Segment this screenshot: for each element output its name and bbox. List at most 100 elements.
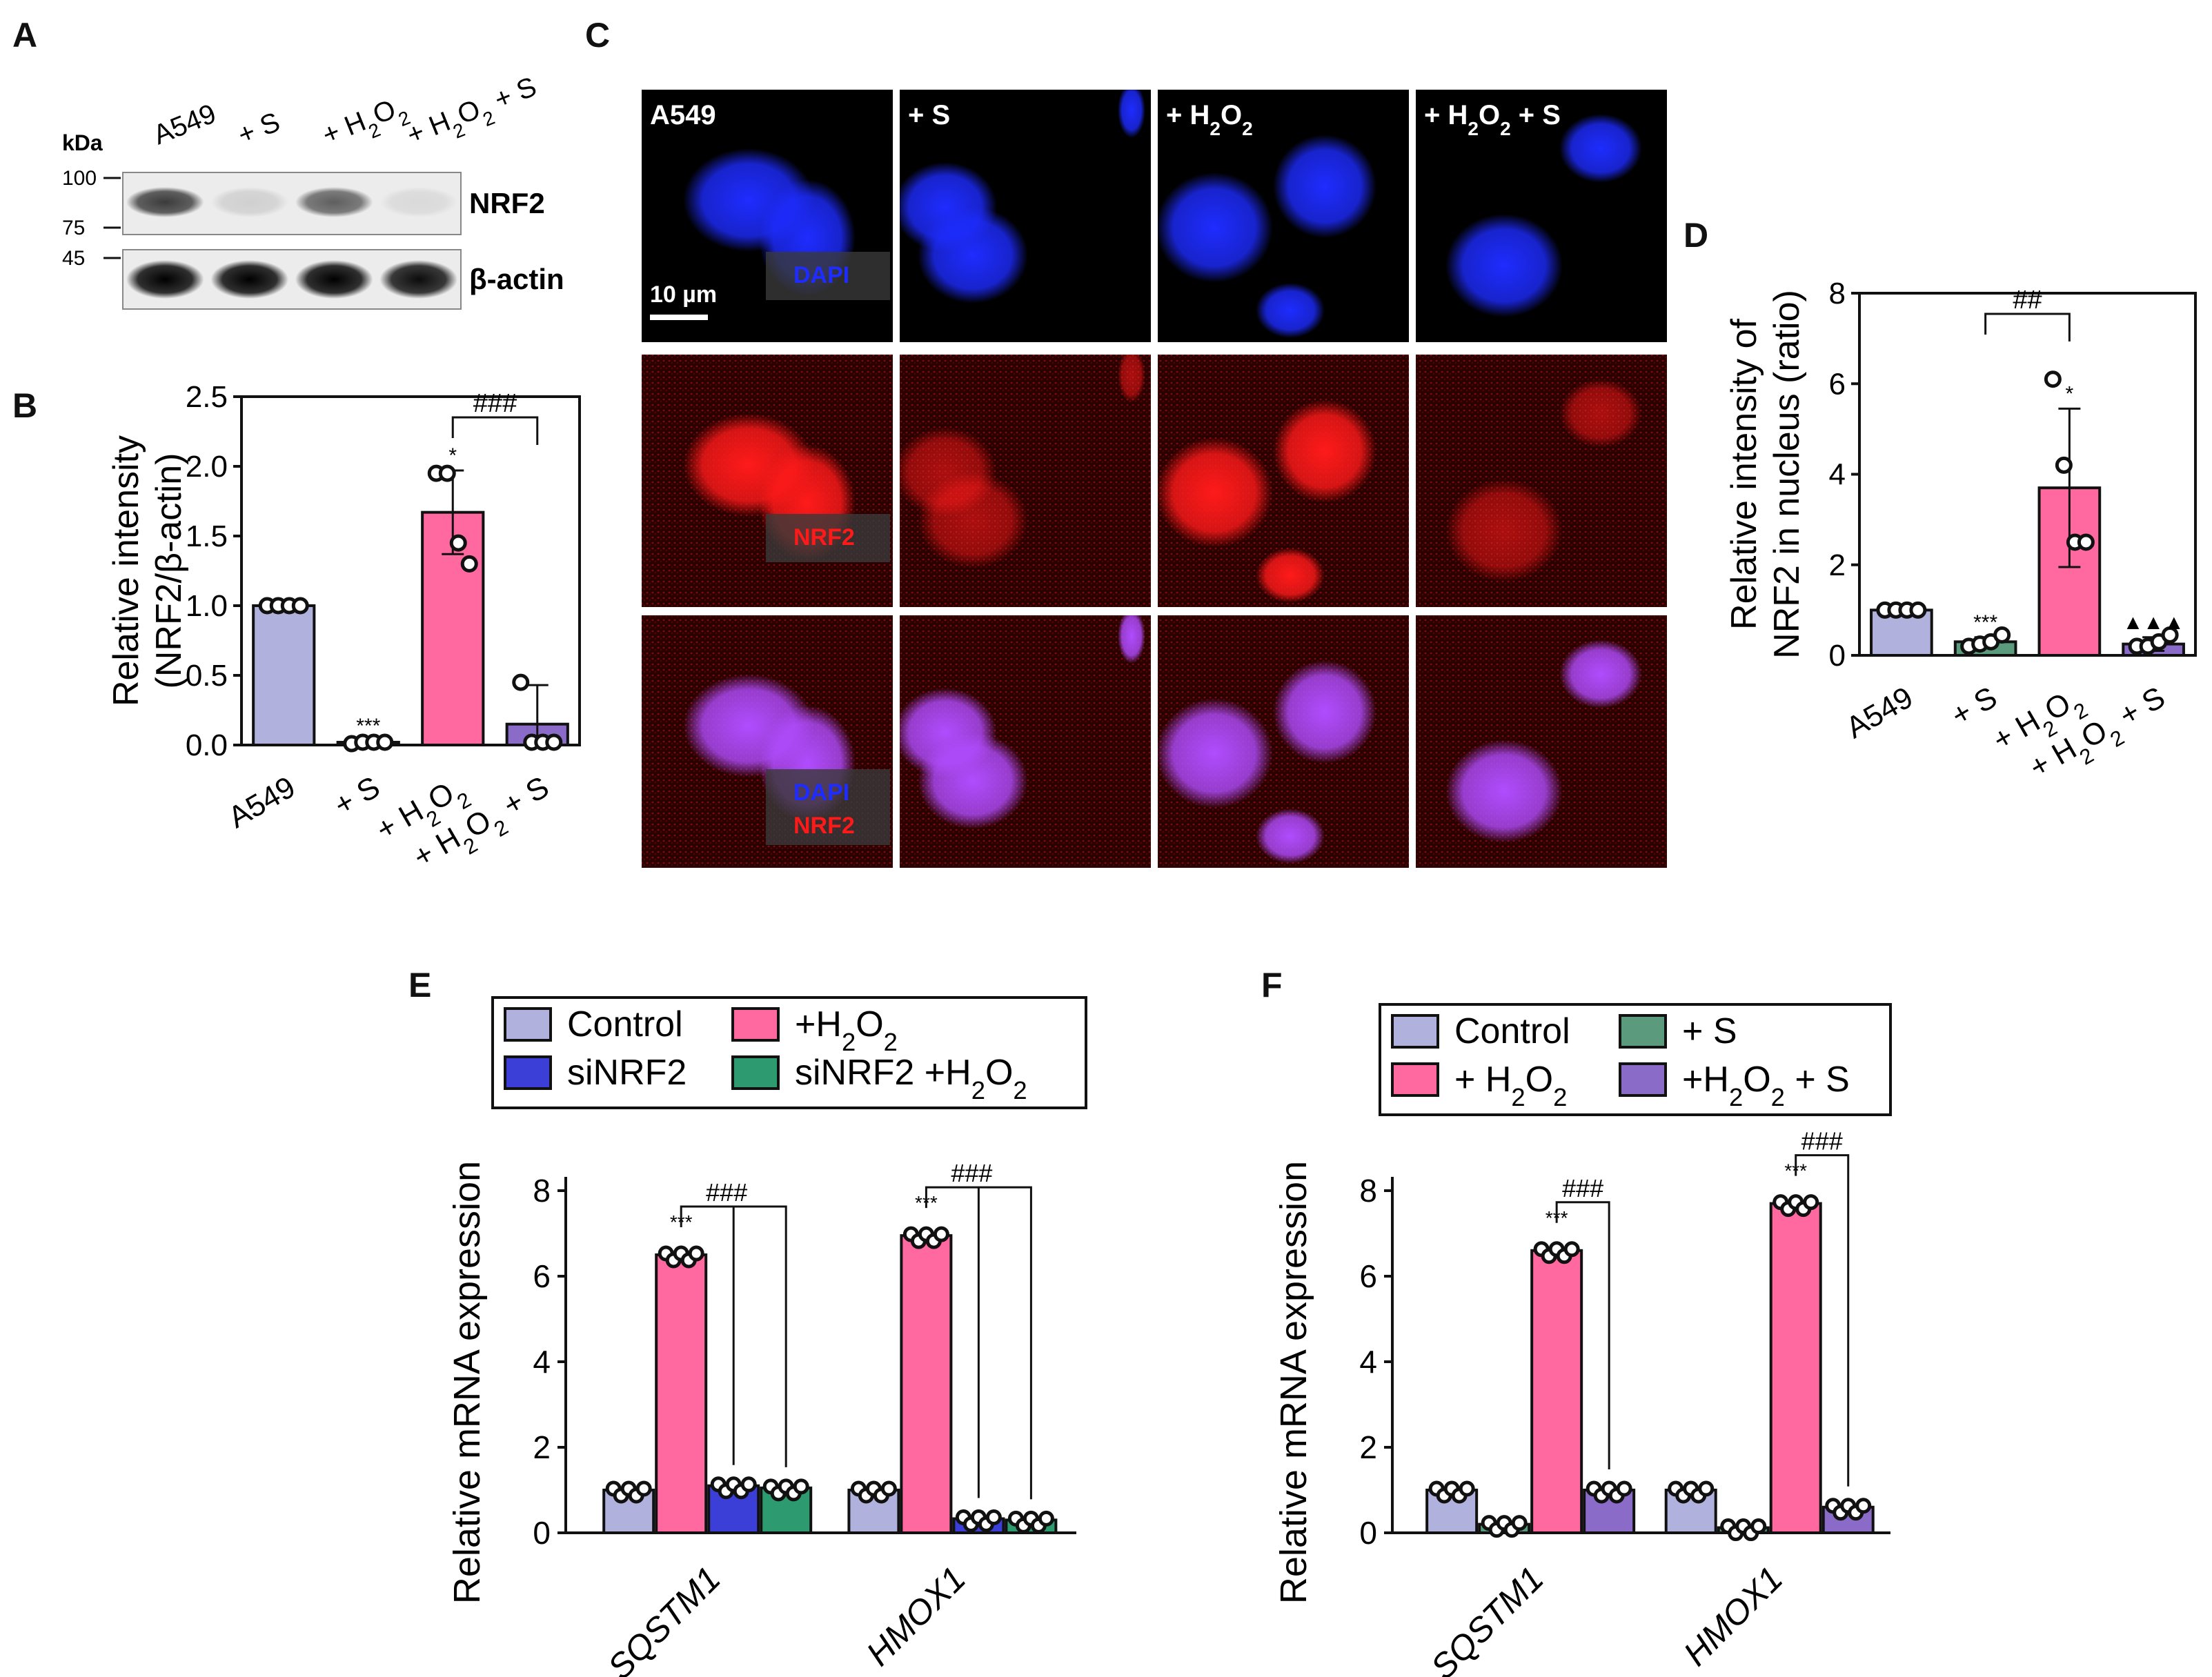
data-point [1855,1498,1872,1514]
x-tick-label: HMOX1 [859,1559,973,1673]
micrograph-cell [900,355,1151,607]
legend-swatch [1619,1014,1667,1049]
blot-band [379,260,458,299]
bar-h2o2-sqstm1 [655,1253,708,1534]
data-point [460,555,478,573]
legend-swatch [504,1007,552,1042]
text-part: 2 [842,1028,856,1056]
data-point [1909,601,1927,619]
text-part: + S [908,100,950,130]
text-part: 2 [884,1028,898,1056]
text-part: H [945,1053,971,1093]
significance-mark: *** [356,715,380,737]
immunofluorescence-panel: A549 + S + H2O2 + H2O2 + S10 µmDAPINRF2DAPI… [642,90,1667,868]
data-point [1459,1480,1475,1497]
micrograph-cell [900,90,1151,342]
text-part: + [795,1004,816,1044]
marker-label: 75 [62,217,85,239]
text-part: + [1682,1060,1703,1100]
scale-bar [650,315,708,320]
text-part: 2 [971,1076,985,1104]
text-part: H [816,1004,842,1044]
data-point [291,597,309,615]
y-tick-label: 0.5 [186,659,228,693]
text-part: A549 [223,770,301,835]
blot-band [126,187,204,217]
significance-mark: ▲▲▲ [2123,611,2184,634]
text-part: 2 [1511,1083,1525,1111]
data-point [1803,1194,1819,1211]
y-tick-label: 6 [1359,1258,1377,1294]
micrograph-cell [1416,615,1667,868]
y-tick-label: 8 [533,1173,551,1209]
legend-swatch [1391,1062,1439,1097]
y-axis-label: Relative mRNA expression [1273,1161,1314,1604]
data-point [793,1478,809,1495]
bracket-label: ### [1801,1127,1843,1155]
blot-band [379,187,458,217]
text-part: 2 [1209,118,1221,139]
data-point [880,1480,897,1497]
nucleus-merge [1273,660,1376,764]
text-part: O [985,1053,1013,1093]
chart-panel-d: 0 2 4 6 8 Relative intensity ofNRF2 in nucleu… [1724,277,2197,785]
channel-label-box [766,769,890,845]
micrograph-cell [1158,90,1409,342]
text-part: 2 [1013,1076,1027,1104]
data-point [635,1480,652,1497]
y-tick-label: 8 [1829,277,1846,310]
y-tick-label: 4 [1359,1344,1377,1380]
nucleus-dapi [1158,172,1273,283]
micrograph-cell [1416,355,1667,607]
blot-band [126,260,204,299]
data-point [2055,456,2073,474]
y-tick-label: 2.0 [186,450,228,484]
blot-band [210,187,289,217]
panel-label-d: D [1683,216,1708,255]
x-tick-label: SQSTM1 [1423,1559,1551,1677]
nucleus-nrf2 [1118,355,1145,403]
nucleus-nrf2 [1158,437,1273,548]
y-tick-label: 1.5 [186,519,228,553]
nucleus-nrf2 [1256,548,1325,603]
data-point [1750,1518,1767,1535]
panel-label-f: F [1261,966,1283,1004]
bracket-label: ### [473,389,517,418]
data-point [438,464,456,482]
data-point [933,1226,949,1242]
data-point [985,1509,1002,1526]
marker-label: 45 [62,247,85,270]
micrograph-cell [1158,615,1409,868]
y-tick-label: 2.5 [186,380,228,414]
y-tick-label: 2 [1829,548,1846,582]
text-part: A549 [149,99,220,151]
data-point [1616,1480,1632,1497]
nucleus-nrf2 [1559,379,1642,448]
y-tick-label: 2 [533,1429,551,1465]
chart-panel-b: 0.0 0.5 1.0 1.5 2.0 2.5 Relative intensity(NRF… [106,380,581,875]
lane-label-2: + H2O2 [318,90,413,158]
y-axis-label-line: Relative intensity [106,435,146,706]
channel-label-box [766,252,890,300]
panel-label-e: E [408,966,431,1004]
legend-swatch [504,1055,552,1090]
nucleus-dapi [1273,135,1376,238]
nucleus-nrf2 [1445,479,1563,582]
plot-frame [1858,292,2197,657]
data-point [1993,626,2011,644]
text-part: + [1454,1060,1485,1100]
text-part: O [1479,100,1500,130]
blot-band [210,260,289,299]
text-part: Control [1454,1011,1570,1051]
text-part: 2 [1468,118,1479,139]
data-point [688,1245,704,1262]
bar-h2o2-hmox1 [1769,1202,1822,1534]
significance-bracket [1555,1201,1610,1469]
bracket-label: ### [1562,1174,1603,1202]
y-tick-label: 6 [533,1258,551,1294]
text-part: + [1166,100,1189,130]
scale-bar-label: 10 µm [650,281,717,308]
lane-label-1: + S [234,107,284,151]
nucleus-dapi [1559,114,1642,183]
